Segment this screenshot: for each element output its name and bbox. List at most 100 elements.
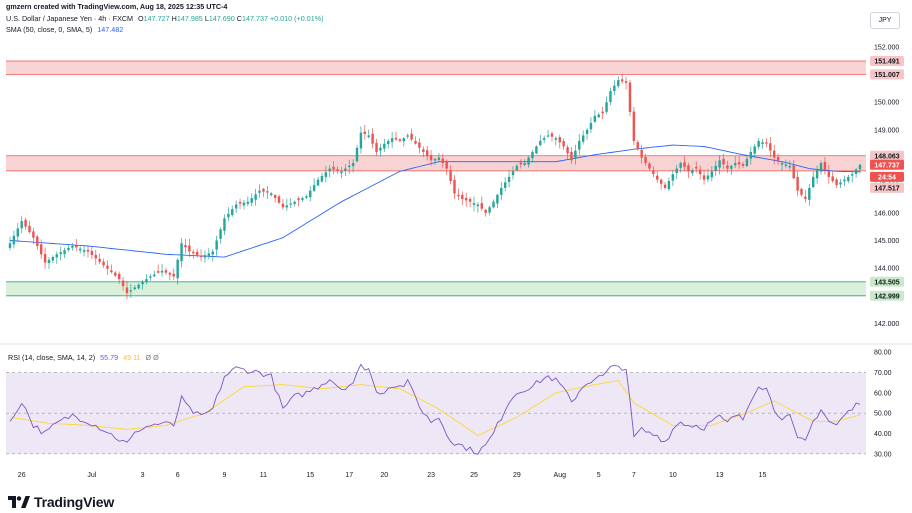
rsi-tick-label: 70.00 [874, 370, 892, 377]
time-axis: 26 Jul 3 6 9 11 15 17 20 23 25 29 Aug 5 7 10 13 15 [18, 472, 767, 479]
candle-body [484, 209, 487, 213]
currency-badge[interactable]: JPY [870, 12, 900, 29]
candle-body [133, 287, 136, 290]
price-tick-label: 144.000 [874, 266, 899, 273]
zone-pivot [6, 155, 866, 171]
candle-body [776, 156, 780, 161]
candle-body [714, 165, 717, 171]
candle-body [702, 175, 706, 180]
candle-body [168, 272, 172, 275]
candle-body [656, 175, 659, 180]
candle-body [784, 164, 788, 167]
candle-body [441, 158, 445, 164]
sma-legend-value: 147.482 [97, 25, 124, 34]
candle-body [301, 198, 304, 200]
candle-body [289, 203, 292, 205]
chart-canvas[interactable]: 152.000151.000150.000149.000148.000147.0… [0, 0, 912, 480]
candle-body [238, 201, 242, 204]
candle-body [195, 251, 199, 256]
candle-body [137, 284, 140, 289]
candle-body [523, 163, 526, 165]
candle-body [160, 270, 164, 273]
candle-body [36, 236, 39, 246]
candle-body [644, 156, 647, 164]
candle-body [375, 142, 378, 152]
candle-body [500, 187, 503, 195]
rsi-axis: 80.00 70.00 60.00 50.00 40.00 30.00 [874, 350, 892, 459]
candle-body [858, 164, 862, 170]
candle-body [215, 240, 218, 250]
candle-body [71, 245, 74, 248]
candle-body [231, 209, 234, 215]
candle-body [297, 198, 300, 200]
candle-body [476, 204, 480, 207]
price-tag-label: 151.007 [874, 72, 899, 79]
candle-body [683, 162, 686, 168]
candle-body [16, 228, 20, 237]
rsi-legend[interactable]: RSI (14, close, SMA, 14, 2) 55.79 49.11 … [8, 353, 159, 362]
candle-body [773, 150, 776, 158]
candle-body [336, 169, 339, 171]
zone-support [6, 281, 866, 296]
candle-body [281, 203, 285, 208]
candle-body [503, 182, 507, 188]
ohlc-close-label: C [236, 14, 242, 23]
candle-body [663, 184, 667, 188]
candle-body [492, 201, 495, 208]
sma-legend-label: SMA (50, close, 0, SMA, 5) [6, 25, 93, 34]
sma-legend[interactable]: SMA (50, close, 0, SMA, 5) 147.482 [6, 25, 123, 34]
candle-body [28, 225, 31, 233]
candle-body [780, 163, 784, 165]
candle-body [496, 194, 499, 204]
candle-body [581, 135, 585, 142]
candle-body [531, 151, 534, 159]
candle-body [753, 146, 756, 154]
candle-body [98, 258, 101, 262]
time-tick-label: 15 [306, 472, 314, 479]
candle-body [153, 274, 156, 277]
price-tag [870, 150, 904, 161]
candle-body [480, 203, 484, 209]
candle-body [55, 254, 59, 258]
time-tick-label: 23 [427, 472, 435, 479]
candle-body [796, 176, 799, 191]
candle-body [539, 140, 542, 146]
candle-body [192, 251, 195, 254]
candle-body [390, 138, 394, 142]
candle-body [145, 279, 148, 282]
candle-body [367, 135, 370, 138]
candle-body [156, 271, 160, 273]
candle-body [106, 265, 109, 269]
candle-body [706, 175, 710, 180]
time-tick-label: 7 [632, 472, 636, 479]
candle-body [43, 253, 47, 263]
candle-body [640, 149, 643, 158]
candle-body [324, 172, 328, 177]
candle-body [277, 196, 281, 203]
candle-body [8, 243, 12, 248]
candle-body [172, 273, 175, 277]
price-tick-label: 146.000 [874, 210, 899, 217]
candle-body [425, 150, 429, 157]
candle-body [273, 195, 277, 199]
candle-body [578, 140, 581, 150]
symbol-title[interactable]: U.S. Dollar / Japanese Yen · 4h · FXCM [6, 14, 134, 23]
rsi-legend-sma: 49.11 [123, 353, 141, 362]
zone-resistance [6, 60, 866, 75]
candle-body [102, 261, 105, 266]
candle-body [562, 141, 565, 147]
candle-body [410, 133, 413, 140]
candle-body [827, 171, 831, 177]
candle-body [511, 171, 515, 176]
candle-body [710, 171, 714, 178]
candle-body [808, 187, 811, 200]
candle-body [718, 160, 721, 168]
candle-body [507, 176, 511, 182]
candle-body [129, 290, 133, 292]
candle-body [593, 116, 597, 122]
candle-body [648, 163, 651, 169]
candle-body [679, 163, 682, 168]
candle-body [207, 253, 211, 256]
time-tick-label: 10 [669, 472, 677, 479]
candle-body [328, 168, 331, 172]
